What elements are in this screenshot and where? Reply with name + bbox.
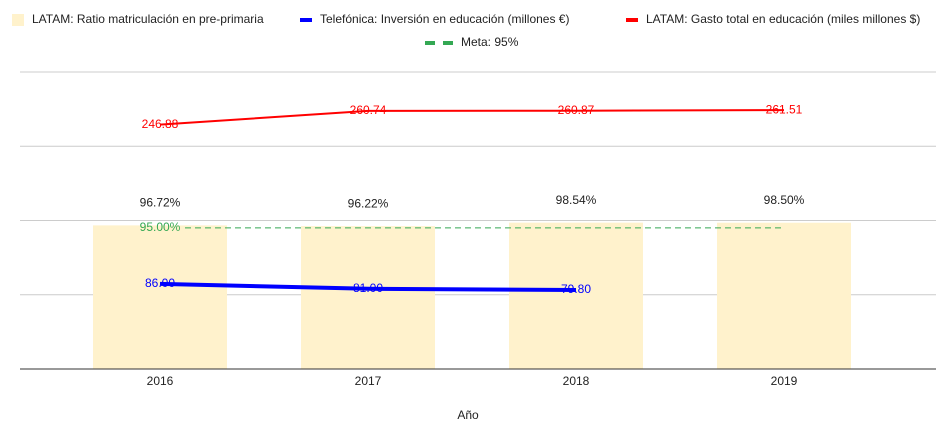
bar — [93, 225, 227, 369]
bar — [717, 222, 851, 369]
bar — [301, 226, 435, 369]
x-axis-title: Año — [457, 408, 479, 421]
bar — [509, 222, 643, 369]
line-value-label: 260.74 — [350, 103, 387, 117]
legend-label: LATAM: Ratio matriculación en pre-primar… — [32, 12, 264, 26]
x-tick-label: 2017 — [355, 374, 382, 388]
legend-label: Telefónica: Inversión en educación (mill… — [320, 12, 569, 26]
series-line — [159, 109, 785, 126]
series-line — [159, 281, 577, 292]
bar-value-label: 98.54% — [556, 193, 597, 207]
x-tick-label: 2018 — [563, 374, 590, 388]
legend-label: LATAM: Gasto total en educación (miles m… — [646, 12, 920, 26]
line-value-label: 246.88 — [142, 117, 179, 131]
legend-label: Meta: 95% — [461, 35, 519, 49]
x-tick-label: 2016 — [147, 374, 174, 388]
line-value-label: 95.00% — [140, 220, 181, 234]
x-tick-label: 2019 — [771, 374, 798, 388]
line-value-label: 86.00 — [145, 276, 175, 290]
bar-value-label: 98.50% — [764, 193, 805, 207]
legend-swatch — [12, 14, 24, 26]
bar-value-label: 96.72% — [140, 196, 181, 210]
bar-value-label: 96.22% — [348, 196, 389, 210]
line-value-label: 81.00 — [353, 281, 383, 295]
line-value-label: 261.51 — [766, 102, 803, 116]
line-value-label: 260.87 — [558, 103, 595, 117]
line-value-label: 79.80 — [561, 282, 591, 296]
